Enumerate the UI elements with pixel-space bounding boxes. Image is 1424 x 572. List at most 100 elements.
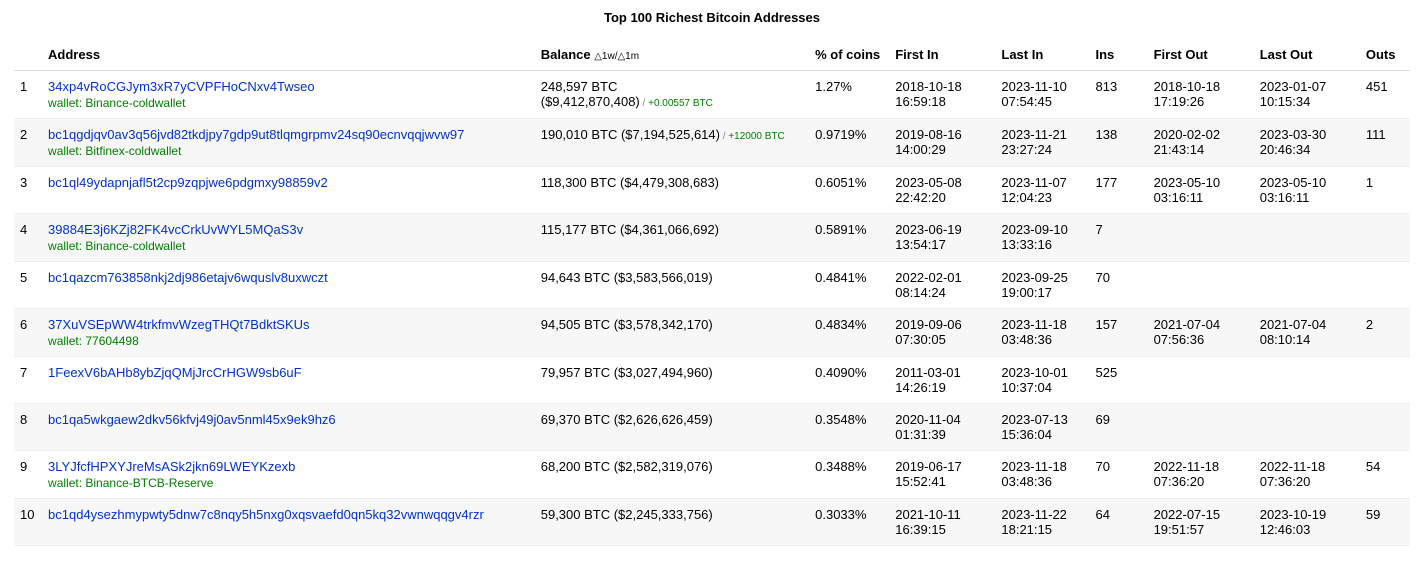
col-percent: % of coins — [809, 39, 889, 71]
rank-cell: 2 — [14, 119, 42, 167]
outs-cell — [1360, 214, 1410, 262]
rank-cell: 7 — [14, 357, 42, 404]
table-row: 439884E3j6KZj82FK4vcCrkUvWYL5MQaS3vwalle… — [14, 214, 1410, 262]
wallet-label[interactable]: wallet: 77604498 — [48, 334, 529, 348]
first-out-cell — [1148, 404, 1254, 451]
table-row: 2 bc1qgdjqv0av3q56jvd82tkdjpy7gdp9ut8tlqm… — [14, 119, 1410, 167]
outs-cell: 451 — [1360, 71, 1410, 119]
table-head: Address Balance △1w/△1m % of coins First… — [14, 39, 1410, 71]
ins-cell: 70 — [1090, 451, 1148, 499]
outs-cell: 2 — [1360, 309, 1410, 357]
table-row: 1 34xp4vRoCGJym3xR7yCVPFHoCNxv4Twseo walle… — [14, 71, 1410, 119]
page-container: Top 100 Richest Bitcoin Addresses Addres… — [0, 0, 1424, 556]
first-in-cell: 2018-10-1816:59:18 — [889, 71, 995, 119]
address-cell: 1FeexV6bAHb8ybZjqQMjJrcCrHGW9sb6uF — [42, 357, 535, 404]
wallet-label[interactable]: wallet: Binance-coldwallet — [48, 96, 529, 110]
last-in-cell: 2023-07-1315:36:04 — [995, 404, 1089, 451]
wallet-label[interactable]: wallet: Binance-coldwallet — [48, 239, 529, 253]
address-link[interactable]: bc1qgdjqv0av3q56jvd82tkdjpy7gdp9ut8tlqmg… — [48, 127, 464, 142]
balance-cell: 68,200 BTC ($2,582,319,076) — [535, 451, 809, 499]
address-link[interactable]: bc1qazcm763858nkj2dj986etajv6wquslv8uxwc… — [48, 270, 328, 285]
outs-cell — [1360, 262, 1410, 309]
col-first-in: First In — [889, 39, 995, 71]
address-cell: bc1qazcm763858nkj2dj986etajv6wquslv8uxwc… — [42, 262, 535, 309]
address-cell: bc1qd4ysezhmypwty5dnw7c8nqy5h5nxg0xqsvae… — [42, 499, 535, 546]
col-balance: Balance △1w/△1m — [535, 39, 809, 71]
outs-cell: 111 — [1360, 119, 1410, 167]
col-last-in: Last In — [995, 39, 1089, 71]
address-cell: 3LYJfcfHPXYJreMsASk2jkn69LWEYKzexb wallet… — [42, 451, 535, 499]
first-in-cell: 2020-11-0401:31:39 — [889, 404, 995, 451]
rank-cell: 8 — [14, 404, 42, 451]
last-out-cell — [1254, 404, 1360, 451]
address-link[interactable]: 37XuVSEpWW4trkfmvWzegTHQt7BdktSKUs — [48, 317, 310, 332]
rank-cell: 3 — [14, 167, 42, 214]
last-out-cell: 2023-03-3020:46:34 — [1254, 119, 1360, 167]
first-out-cell — [1148, 214, 1254, 262]
ins-cell: 177 — [1090, 167, 1148, 214]
address-link[interactable]: 39884E3j6KZj82FK4vcCrkUvWYL5MQaS3v — [48, 222, 303, 237]
percent-cell: 0.3033% — [809, 499, 889, 546]
rank-cell: 6 — [14, 309, 42, 357]
ins-cell: 157 — [1090, 309, 1148, 357]
balance-cell: 79,957 BTC ($3,027,494,960) — [535, 357, 809, 404]
percent-cell: 0.6051% — [809, 167, 889, 214]
outs-cell: 59 — [1360, 499, 1410, 546]
table-row: 5bc1qazcm763858nkj2dj986etajv6wquslv8uxw… — [14, 262, 1410, 309]
last-in-cell: 2023-10-0110:37:04 — [995, 357, 1089, 404]
last-out-cell: 2023-05-1003:16:11 — [1254, 167, 1360, 214]
last-out-cell — [1254, 262, 1360, 309]
last-in-cell: 2023-11-1803:48:36 — [995, 309, 1089, 357]
first-in-cell: 2023-06-1913:54:17 — [889, 214, 995, 262]
col-rank — [14, 39, 42, 71]
first-in-cell: 2023-05-0822:42:20 — [889, 167, 995, 214]
table-row: 93LYJfcfHPXYJreMsASk2jkn69LWEYKzexbwalle… — [14, 451, 1410, 499]
outs-cell: 54 — [1360, 451, 1410, 499]
last-in-cell: 2023-11-1803:48:36 — [995, 451, 1089, 499]
last-in-cell: 2023-11-2123:27:24 — [995, 119, 1089, 167]
first-in-cell: 2011-03-0114:26:19 — [889, 357, 995, 404]
address-cell: 37XuVSEpWW4trkfmvWzegTHQt7BdktSKUs wallet… — [42, 309, 535, 357]
ins-cell: 64 — [1090, 499, 1148, 546]
wallet-label[interactable]: wallet: Bitfinex-coldwallet — [48, 144, 529, 158]
percent-cell: 0.9719% — [809, 119, 889, 167]
wallet-label[interactable]: wallet: Binance-BTCB-Reserve — [48, 476, 529, 490]
percent-cell: 0.4834% — [809, 309, 889, 357]
rich-list-table: Address Balance △1w/△1m % of coins First… — [14, 39, 1410, 546]
balance-cell: 248,597 BTC($9,412,870,408) / +0.00557 B… — [535, 71, 809, 119]
last-in-cell: 2023-09-1013:33:16 — [995, 214, 1089, 262]
first-out-cell: 2018-10-1817:19:26 — [1148, 71, 1254, 119]
first-out-cell — [1148, 357, 1254, 404]
first-in-cell: 2019-09-0607:30:05 — [889, 309, 995, 357]
address-cell: 34xp4vRoCGJym3xR7yCVPFHoCNxv4Twseo wallet… — [42, 71, 535, 119]
last-out-cell: 2021-07-0408:10:14 — [1254, 309, 1360, 357]
last-out-cell: 2023-01-0710:15:34 — [1254, 71, 1360, 119]
first-in-cell: 2021-10-1116:39:15 — [889, 499, 995, 546]
col-outs: Outs — [1360, 39, 1410, 71]
first-out-cell — [1148, 262, 1254, 309]
rank-cell: 10 — [14, 499, 42, 546]
address-link[interactable]: bc1qa5wkgaew2dkv56kfvj49j0av5nml45x9ek9h… — [48, 412, 336, 427]
ins-cell: 70 — [1090, 262, 1148, 309]
balance-delta: +0.00557 BTC — [648, 98, 713, 109]
col-last-out: Last Out — [1254, 39, 1360, 71]
table-row: 6 37XuVSEpWW4trkfmvWzegTHQt7BdktSKUs walle… — [14, 309, 1410, 357]
rank-cell: 1 — [14, 71, 42, 119]
last-out-cell — [1254, 214, 1360, 262]
balance-cell: 118,300 BTC ($4,479,308,683) — [535, 167, 809, 214]
address-link[interactable]: bc1ql49ydapnjafl5t2cp9zqpjwe6pdgmxy98859… — [48, 175, 328, 190]
table-row: 3 bc1ql49ydapnjafl5t2cp9zqpjwe6pdgmxy9885… — [14, 167, 1410, 214]
balance-cell: 94,643 BTC ($3,583,566,019) — [535, 262, 809, 309]
first-out-cell: 2022-11-1807:36:20 — [1148, 451, 1254, 499]
address-link[interactable]: 34xp4vRoCGJym3xR7yCVPFHoCNxv4Twseo — [48, 79, 315, 94]
address-link[interactable]: 3LYJfcfHPXYJreMsASk2jkn69LWEYKzexb — [48, 459, 295, 474]
address-link[interactable]: 1FeexV6bAHb8ybZjqQMjJrcCrHGW9sb6uF — [48, 365, 302, 380]
address-cell: bc1qa5wkgaew2dkv56kfvj49j0av5nml45x9ek9h… — [42, 404, 535, 451]
address-link[interactable]: bc1qd4ysezhmypwty5dnw7c8nqy5h5nxg0xqsvae… — [48, 507, 484, 522]
first-in-cell: 2022-02-0108:14:24 — [889, 262, 995, 309]
last-in-cell: 2023-11-1007:54:45 — [995, 71, 1089, 119]
balance-cell: 59,300 BTC ($2,245,333,756) — [535, 499, 809, 546]
ins-cell: 7 — [1090, 214, 1148, 262]
last-out-cell — [1254, 357, 1360, 404]
balance-cell: 190,010 BTC ($7,194,525,614) / +12000 BT… — [535, 119, 809, 167]
